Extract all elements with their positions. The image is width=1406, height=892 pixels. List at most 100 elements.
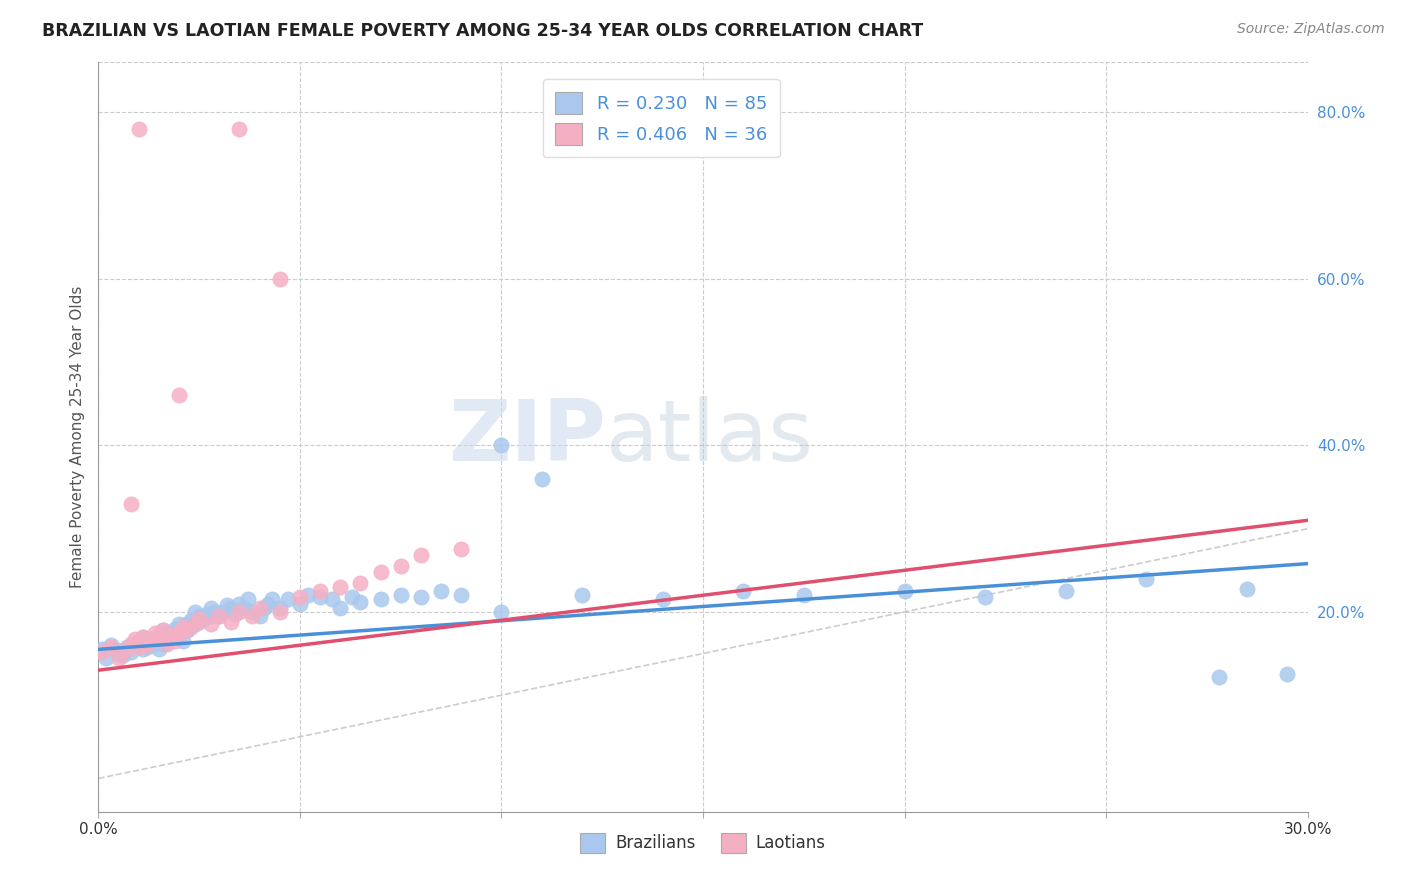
Point	[120, 645, 142, 659]
Point	[132, 642, 155, 657]
Point	[208, 609, 231, 624]
Point	[232, 600, 254, 615]
Point	[167, 628, 190, 642]
Legend: Brazilians, Laotians: Brazilians, Laotians	[574, 826, 832, 860]
Point	[240, 605, 263, 619]
Point	[409, 549, 432, 563]
Point	[115, 642, 138, 657]
Point	[107, 650, 129, 665]
Point	[135, 638, 157, 652]
Point	[1208, 670, 1230, 684]
Point	[176, 624, 198, 638]
Point	[111, 648, 134, 663]
Point	[240, 609, 263, 624]
Point	[167, 388, 190, 402]
Point	[100, 640, 122, 654]
Point	[228, 122, 250, 136]
Point	[100, 638, 122, 652]
Point	[430, 584, 453, 599]
Y-axis label: Female Poverty Among 25-34 Year Olds: Female Poverty Among 25-34 Year Olds	[69, 286, 84, 588]
Point	[450, 588, 472, 602]
Point	[217, 599, 239, 613]
Point	[974, 590, 997, 604]
Point	[193, 611, 215, 625]
Point	[249, 609, 271, 624]
Point	[160, 628, 183, 642]
Point	[200, 617, 222, 632]
Point	[450, 542, 472, 557]
Point	[893, 584, 915, 599]
Point	[124, 636, 146, 650]
Point	[309, 590, 332, 604]
Point	[128, 122, 150, 136]
Point	[530, 472, 553, 486]
Point	[128, 634, 150, 648]
Point	[249, 600, 271, 615]
Point	[167, 617, 190, 632]
Point	[180, 613, 202, 627]
Point	[107, 647, 129, 661]
Point	[91, 642, 114, 657]
Point	[1135, 572, 1157, 586]
Point	[172, 634, 194, 648]
Point	[733, 584, 755, 599]
Point	[228, 605, 250, 619]
Point	[288, 597, 311, 611]
Point	[389, 588, 412, 602]
Point	[793, 588, 815, 602]
Point	[329, 580, 352, 594]
Point	[329, 600, 352, 615]
Point	[132, 630, 155, 644]
Point	[212, 605, 235, 619]
Point	[221, 600, 243, 615]
Point	[128, 638, 150, 652]
Point	[184, 605, 207, 619]
Text: atlas: atlas	[606, 395, 814, 479]
Point	[288, 590, 311, 604]
Point	[156, 625, 179, 640]
Point	[309, 584, 332, 599]
Point	[269, 605, 291, 619]
Point	[224, 607, 246, 621]
Point	[269, 272, 291, 286]
Point	[260, 592, 283, 607]
Point	[256, 597, 278, 611]
Point	[321, 592, 343, 607]
Point	[236, 592, 259, 607]
Point	[389, 559, 412, 574]
Point	[148, 632, 170, 646]
Point	[342, 590, 364, 604]
Point	[228, 597, 250, 611]
Point	[651, 592, 673, 607]
Point	[176, 624, 198, 638]
Point	[1277, 667, 1299, 681]
Point	[139, 632, 162, 646]
Point	[349, 575, 371, 590]
Point	[152, 624, 174, 638]
Point	[135, 636, 157, 650]
Point	[253, 600, 276, 615]
Point	[167, 625, 190, 640]
Point	[269, 600, 291, 615]
Point	[156, 636, 179, 650]
Point	[139, 638, 162, 652]
Point	[370, 565, 392, 579]
Point	[184, 617, 207, 632]
Point	[135, 640, 157, 654]
Point	[148, 628, 170, 642]
Point	[188, 611, 211, 625]
Point	[124, 632, 146, 646]
Point	[349, 595, 371, 609]
Point	[91, 645, 114, 659]
Point	[1236, 582, 1258, 596]
Point	[148, 632, 170, 646]
Point	[180, 620, 202, 634]
Point	[139, 634, 162, 648]
Point	[297, 588, 319, 602]
Point	[571, 588, 593, 602]
Point	[156, 634, 179, 648]
Point	[120, 497, 142, 511]
Point	[96, 650, 118, 665]
Point	[128, 640, 150, 654]
Point	[120, 636, 142, 650]
